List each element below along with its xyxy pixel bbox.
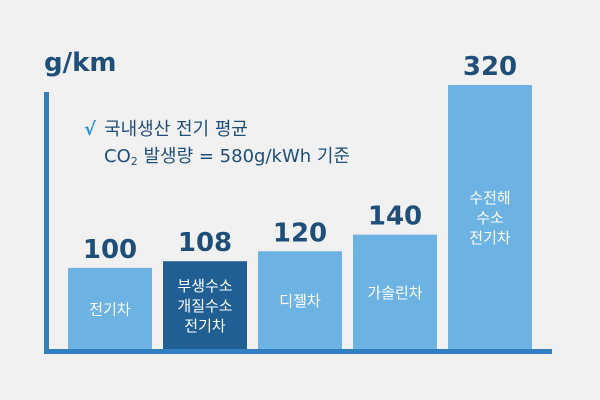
bars-group: 100전기차108부생수소개질수소전기차120디젤차140가솔린차320수전해수… xyxy=(68,52,532,351)
category-label-5-line-2: 수소 xyxy=(476,209,504,227)
value-label-5: 320 xyxy=(463,52,517,82)
annotation-note: √ 국내생산 전기 평균 CO2 발생량 = 580g/kWh 기준 xyxy=(84,116,350,175)
category-label-2-line-1: 부생수소 xyxy=(177,277,232,295)
annotation-subscript: 2 xyxy=(130,155,138,168)
bar-2 xyxy=(163,261,247,351)
annotation-line-1-text: 국내생산 전기 평균 xyxy=(104,119,248,140)
category-label-3-line-1: 디젤차 xyxy=(279,292,321,310)
x-axis-line xyxy=(44,349,552,354)
bar-4 xyxy=(353,234,437,351)
value-label-2: 108 xyxy=(178,228,232,258)
y-axis-line xyxy=(44,92,49,354)
category-label-2-line-3: 전기차 xyxy=(184,317,226,335)
category-label-4-line-1: 가솔린차 xyxy=(367,284,422,302)
y-axis-unit-label: g/km xyxy=(44,48,117,78)
check-icon: √ xyxy=(84,119,97,140)
bar-3 xyxy=(258,251,342,351)
category-label-5-line-1: 수전해 xyxy=(469,189,510,207)
category-label-1-line-1: 전기차 xyxy=(89,300,131,318)
value-label-1: 100 xyxy=(83,235,137,265)
bar-1 xyxy=(68,267,152,351)
bar-5 xyxy=(448,85,532,351)
annotation-co: CO xyxy=(104,146,131,167)
annotation-line-1: √ 국내생산 전기 평균 xyxy=(84,116,350,143)
category-label-2-line-2: 개질수소 xyxy=(177,297,232,315)
axes-group xyxy=(44,92,552,354)
value-label-4: 140 xyxy=(368,202,422,232)
annotation-line-2: CO2 발생량 = 580g/kWh 기준 xyxy=(84,143,350,175)
value-label-3: 120 xyxy=(273,218,327,248)
annotation-line-2-text: 발생량 = 580g/kWh 기준 xyxy=(137,146,350,167)
category-label-5-line-3: 전기차 xyxy=(469,229,511,247)
